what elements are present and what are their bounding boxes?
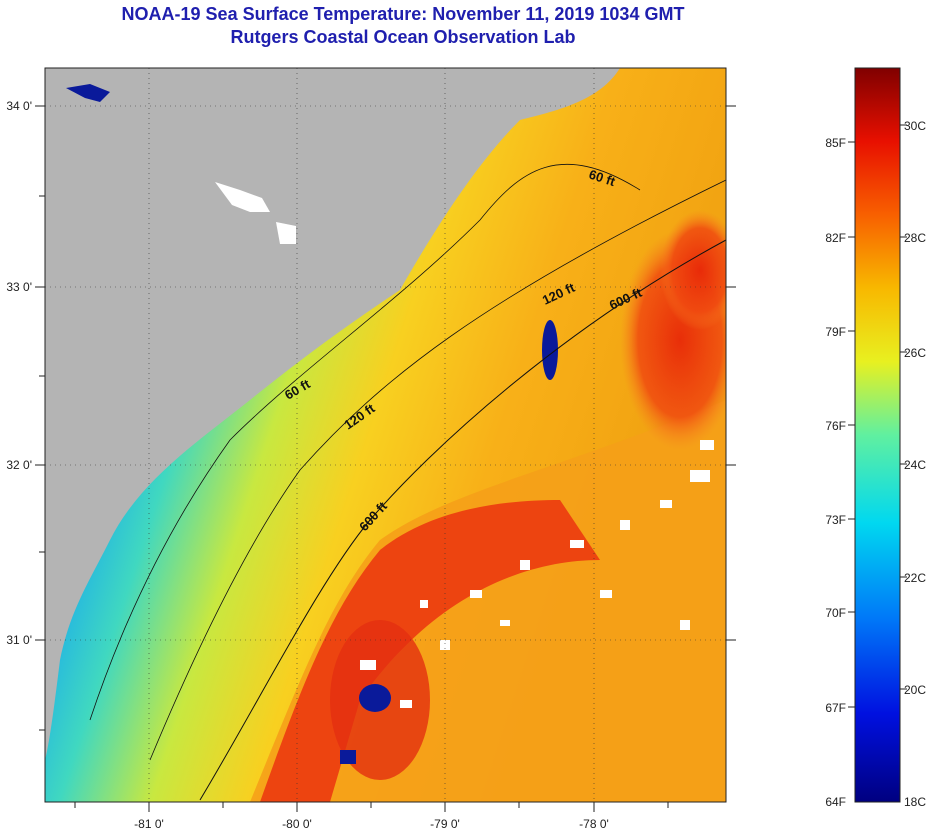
lon-tick-label: -78 0' <box>579 817 609 831</box>
cold-spots <box>340 320 558 764</box>
colorbar-f-label: 76F <box>825 419 846 433</box>
colorbar-c-label: 28C <box>904 231 926 245</box>
colorbar-f-label: 79F <box>825 325 846 339</box>
land-mass <box>45 68 620 760</box>
lake <box>66 84 110 102</box>
colorbar-f-label: 70F <box>825 606 846 620</box>
map-subtitle: Rutgers Coastal Ocean Observation Lab <box>230 27 576 47</box>
map-title: NOAA-19 Sea Surface Temperature: Novembe… <box>121 4 685 24</box>
lon-tick-label: -81 0' <box>134 817 164 831</box>
colorbar-f-label: 67F <box>825 701 846 715</box>
colorbar-ticks <box>848 124 907 708</box>
colorbar-c-label: 24C <box>904 458 926 472</box>
map-frame <box>44 67 727 803</box>
lon-tick-label: -80 0' <box>282 817 312 831</box>
lat-tick-label: 32 0' <box>6 458 32 472</box>
graticule <box>45 68 726 802</box>
colorbar-f-label: 82F <box>825 231 846 245</box>
axis-ticks <box>35 105 736 812</box>
colorbar-f-label: 73F <box>825 513 846 527</box>
colorbar-c-label: 22C <box>904 571 926 585</box>
lake <box>276 222 296 244</box>
colorbar-c-label: 20C <box>904 683 926 697</box>
isobath-600 <box>199 239 726 801</box>
lat-tick-label: 33 0' <box>6 280 32 294</box>
colorbar-c-label: 26C <box>904 346 926 360</box>
colorbar-c-label: 30C <box>904 119 926 133</box>
warm-eddy-north <box>660 210 726 330</box>
lake <box>215 182 270 212</box>
lat-tick-label: 34 0' <box>6 99 32 113</box>
lat-tick-label: 31 0' <box>6 633 32 647</box>
colorbar <box>854 67 901 803</box>
colorbar-f-label: 85F <box>825 136 846 150</box>
lon-tick-label: -79 0' <box>430 817 460 831</box>
isobath-120 <box>149 179 726 761</box>
colorbar-c-label: 18C <box>904 795 926 809</box>
colorbar-f-label: 64F <box>825 795 846 809</box>
isobath-60 <box>89 164 641 721</box>
cloud-cover <box>360 440 714 708</box>
